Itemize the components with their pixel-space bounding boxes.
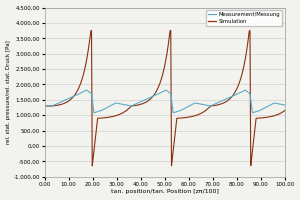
- Legend: Measurement/Messung, Simulation: Measurement/Messung, Simulation: [206, 10, 282, 26]
- Y-axis label: rel. stat. pressure/rel. stat. Druck [Pa]: rel. stat. pressure/rel. stat. Druck [Pa…: [6, 40, 10, 144]
- X-axis label: tan. position/tan. Position [zπ/100]: tan. position/tan. Position [zπ/100]: [111, 189, 219, 194]
